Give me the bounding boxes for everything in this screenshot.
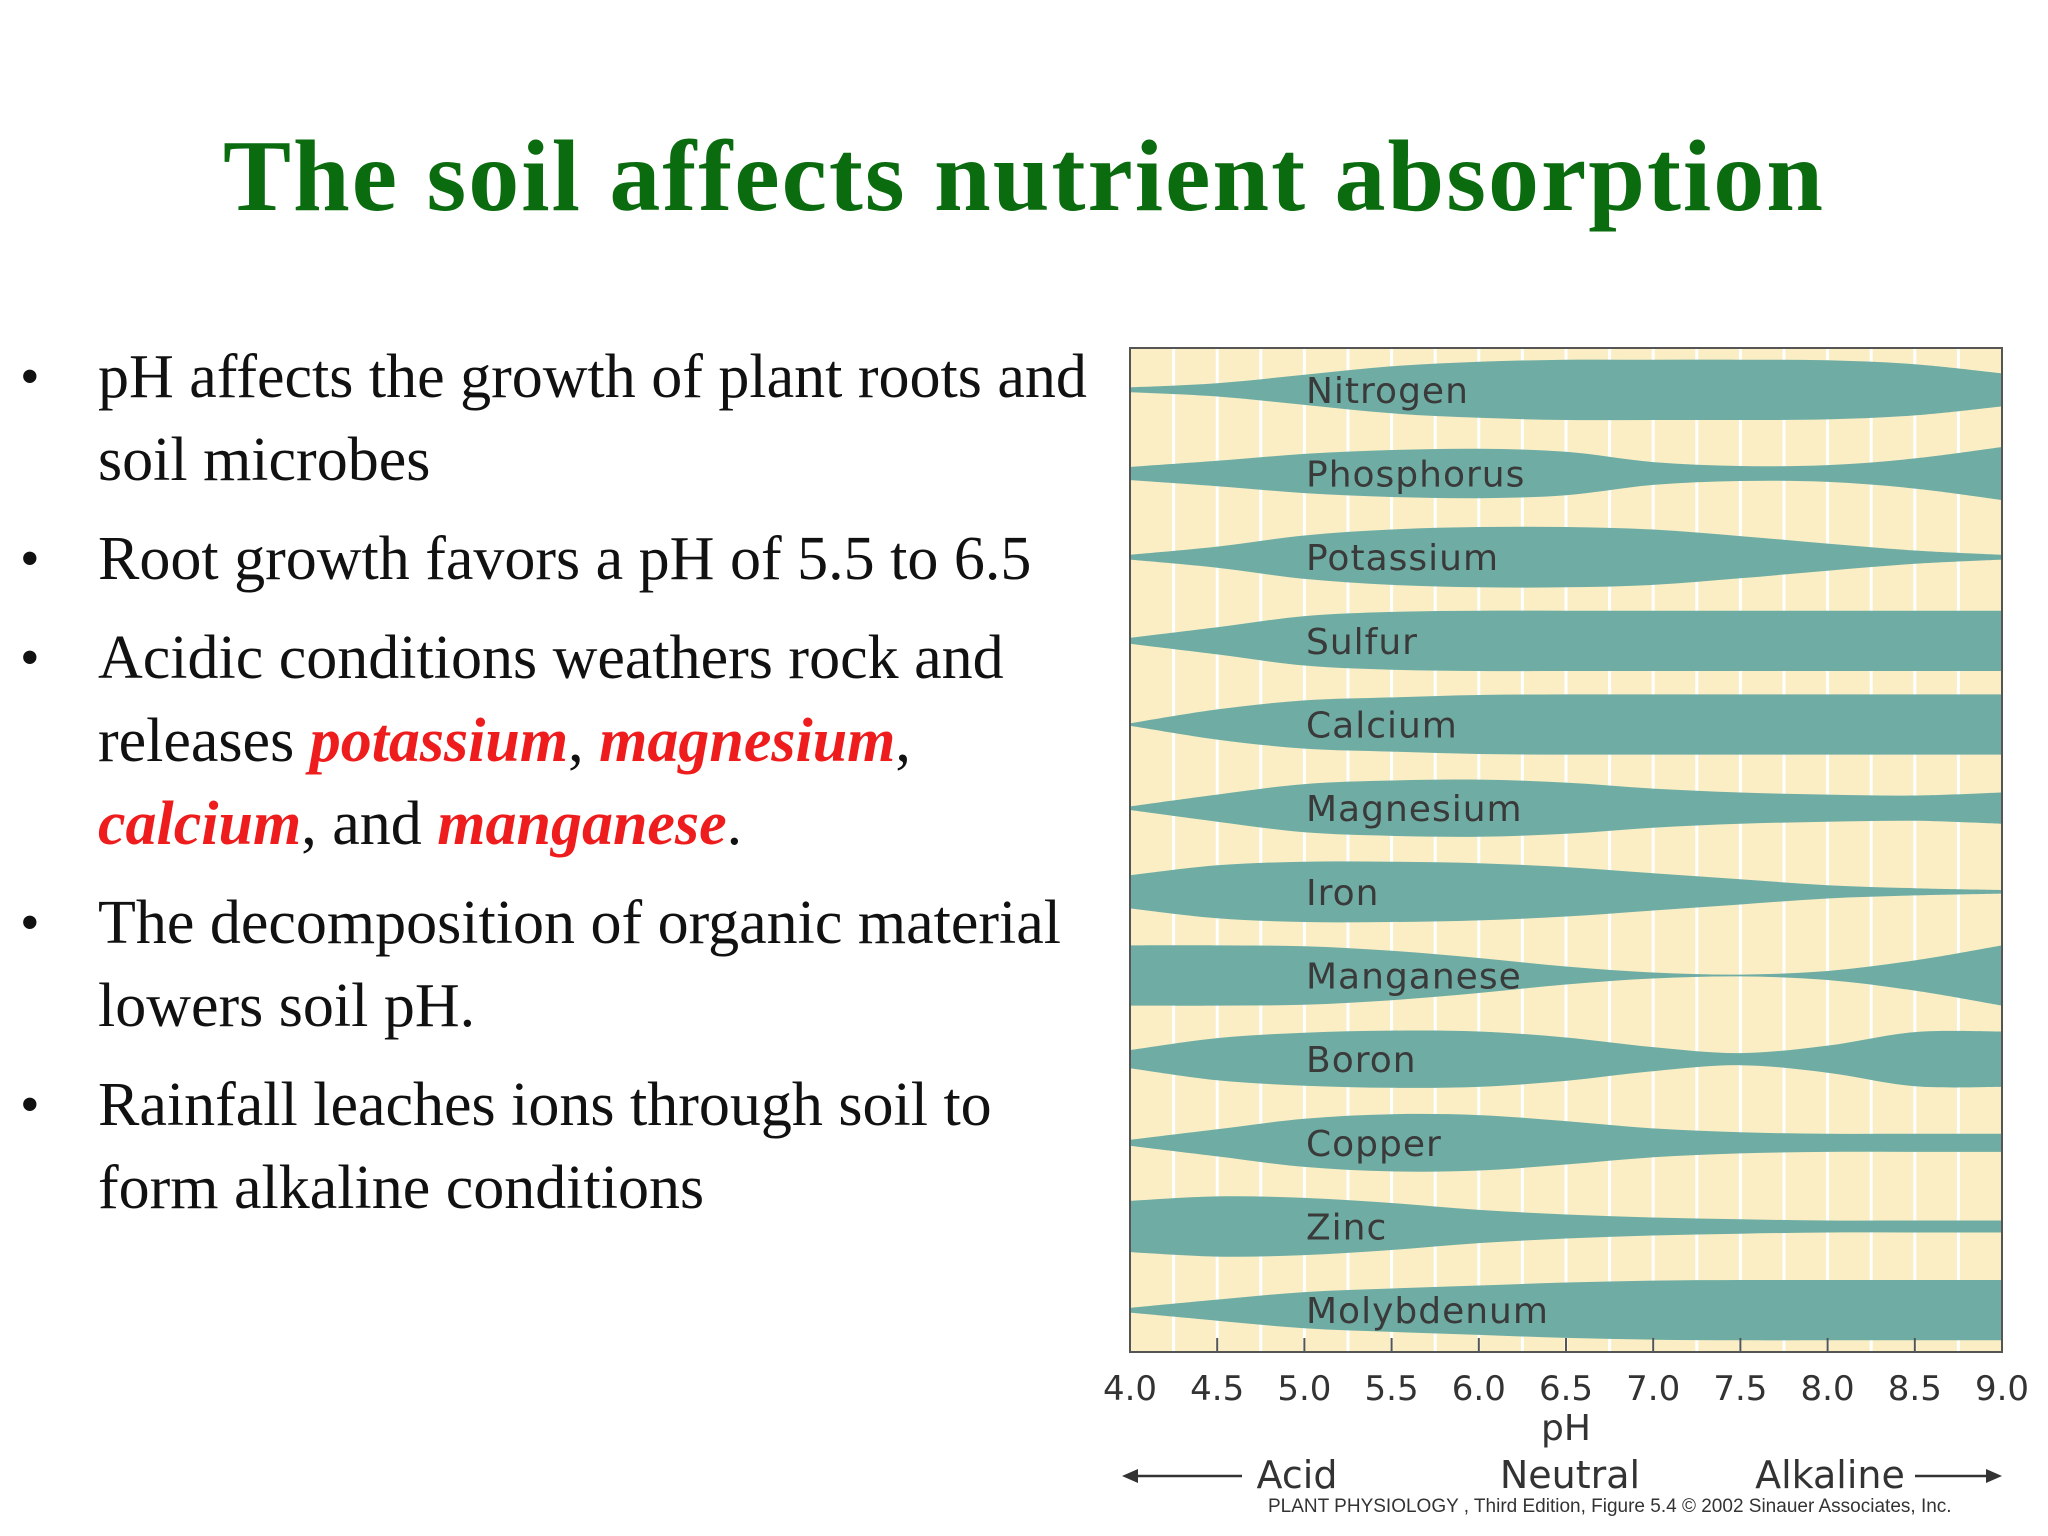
bullet-dot: •: [20, 627, 40, 689]
x-tick-label: 8.5: [1888, 1369, 1942, 1409]
availability-band: [1130, 447, 2002, 500]
availability-band: [1130, 945, 2002, 1006]
bullet-text: ,: [895, 707, 911, 775]
figure-credit: PLANT PHYSIOLOGY , Third Edition, Figure…: [1268, 1496, 1952, 1517]
availability-band: [1130, 359, 2002, 421]
availability-band: [1130, 694, 2002, 755]
region-label-neutral: Neutral: [1500, 1453, 1640, 1497]
bullet-text: Rainfall leaches ions through soil to fo…: [98, 1071, 992, 1222]
nutrient-label: Molybdenum: [1306, 1291, 1549, 1332]
region-label-acid: Acid: [1257, 1453, 1338, 1497]
bullet-text: pH affects the growth of plant roots and…: [98, 343, 1087, 494]
bullet-text: .: [726, 790, 743, 858]
availability-band: [1130, 779, 2002, 837]
bullet-list: • pH affects the growth of plant roots an…: [14, 336, 1094, 1246]
nutrient-label: Boron: [1306, 1040, 1417, 1081]
nutrient-label: Nitrogen: [1306, 371, 1469, 412]
nutrient-label: Sulfur: [1306, 622, 1418, 663]
x-tick-label: 8.0: [1801, 1369, 1855, 1409]
x-tick-label: 7.0: [1626, 1369, 1680, 1409]
availability-band: [1130, 1030, 2002, 1088]
nutrient-label: Copper: [1306, 1124, 1442, 1165]
availability-band: [1130, 1113, 2002, 1172]
bullet-text: The decomposition of organic material lo…: [98, 889, 1061, 1040]
availability-band: [1130, 861, 2002, 923]
bullet-dot: •: [20, 346, 40, 408]
nutrient-label: Phosphorus: [1306, 455, 1525, 496]
availability-band: [1130, 1196, 2002, 1257]
bullet-item: • The decomposition of organic material l…: [14, 882, 1094, 1048]
bullet-item: • Acidic conditions weathers rock and rel…: [14, 617, 1094, 866]
nutrient-label: Iron: [1306, 873, 1379, 914]
highlighted-nutrient: potassium: [309, 707, 569, 775]
availability-band: [1130, 526, 2002, 588]
bullet-dot: •: [20, 528, 40, 590]
nutrient-label: Calcium: [1306, 706, 1458, 747]
x-tick-label: 4.5: [1190, 1369, 1244, 1409]
x-axis-title: pH: [1541, 1408, 1591, 1449]
region-label-alkaline: Alkaline: [1755, 1453, 1905, 1497]
bullet-dot: •: [20, 892, 40, 954]
bullet-text: , and: [301, 790, 438, 858]
bullet-text: Acidic conditions weathers rock and rele…: [98, 624, 1004, 775]
highlighted-nutrient: calcium: [98, 790, 302, 858]
bullet-text: Root growth favors a pH of 5.5 to 6.5: [98, 525, 1032, 593]
x-tick-label: 5.5: [1365, 1369, 1419, 1409]
acid-arrow-head: [1122, 1469, 1138, 1483]
x-tick-label: 4.0: [1103, 1369, 1157, 1409]
x-tick-label: 6.5: [1539, 1369, 1593, 1409]
x-tick-label: 6.0: [1452, 1369, 1506, 1409]
availability-band: [1130, 610, 2002, 672]
bullet-item: • pH affects the growth of plant roots an…: [14, 336, 1094, 502]
highlighted-nutrient: manganese: [437, 790, 727, 858]
alkaline-arrow-head: [1986, 1469, 2002, 1483]
x-tick-label: 7.5: [1713, 1369, 1767, 1409]
availability-band: [1130, 1279, 2002, 1341]
x-tick-label: 5.0: [1277, 1369, 1331, 1409]
nutrient-label: Potassium: [1306, 538, 1499, 579]
bullet-item: • Root growth favors a pH of 5.5 to 6.5: [14, 518, 1094, 601]
slide-title: The soil affects nutrient absorption: [223, 120, 1825, 233]
highlighted-nutrient: magnesium: [599, 707, 896, 775]
nutrient-label: Magnesium: [1306, 789, 1523, 830]
bullet-text: ,: [568, 707, 600, 775]
bullet-item: • Rainfall leaches ions through soil to f…: [14, 1064, 1094, 1230]
bullet-dot: •: [20, 1074, 40, 1136]
nutrient-label: Manganese: [1306, 957, 1522, 998]
x-tick-label: 9.0: [1975, 1369, 2029, 1409]
nutrient-label: Zinc: [1306, 1208, 1387, 1249]
